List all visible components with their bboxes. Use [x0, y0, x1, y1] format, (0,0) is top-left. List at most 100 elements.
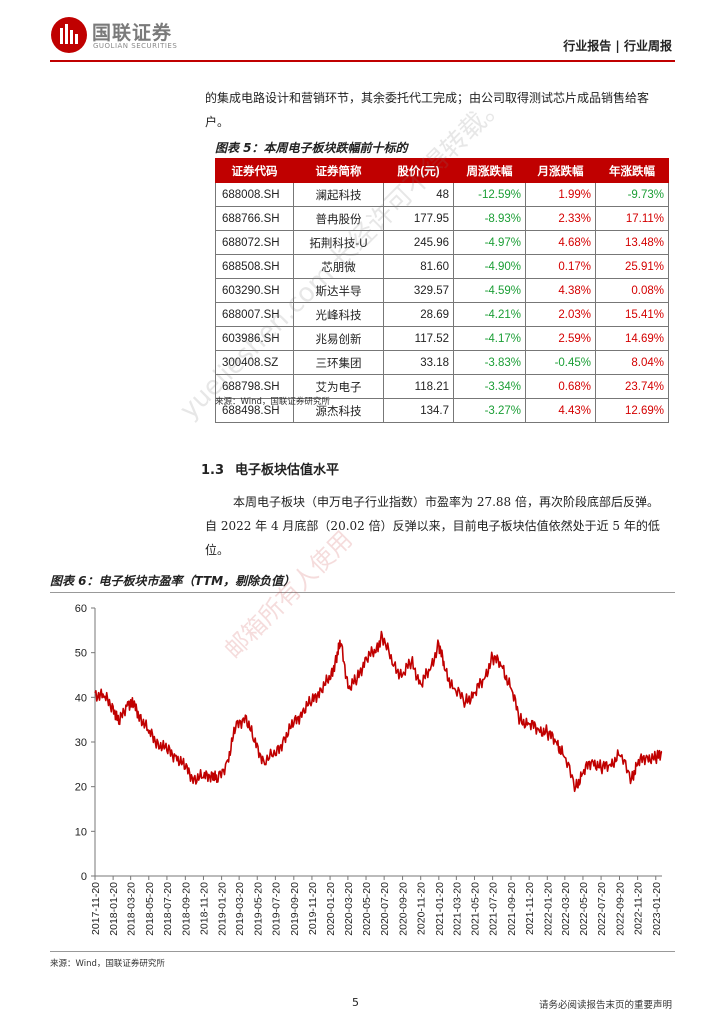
yearly-change-cell: 12.69% — [595, 398, 669, 423]
table-row: 300408.SZ 三环集团 33.18 -3.83% -0.45% 8.04% — [215, 350, 669, 375]
pe-ratio-chart: 0 10 20 30 40 50 60 2017-11-20 2018-01-20 2018-03… — [75, 603, 663, 936]
x-tick-label: 2019-03-20 — [234, 882, 246, 936]
chart-title: 图表 6：电子板块市盈率（TTM，剔除负值） — [50, 574, 296, 588]
pe-ratio-series-line — [94, 630, 663, 793]
column-header: 月涨跌幅 — [525, 158, 596, 183]
monthly-change-cell: 0.68% — [525, 374, 596, 399]
x-tick-label: 2018-05-20 — [144, 882, 156, 936]
price-cell: 117.52 — [383, 326, 454, 351]
weekly-change-cell: -3.27% — [453, 398, 526, 423]
x-tick-label: 2021-01-20 — [434, 882, 446, 936]
stock-name-cell: 普冉股份 — [293, 206, 384, 231]
table-row: 688766.SH 普冉股份 177.95 -8.93% 2.33% 17.11% — [215, 206, 669, 231]
x-tick-label: 2018-01-20 — [108, 882, 120, 936]
logo-mark-icon — [51, 17, 87, 53]
weekly-change-cell: -4.97% — [453, 230, 526, 255]
x-tick-label: 2019-01-20 — [217, 882, 229, 936]
column-header: 证券简称 — [293, 158, 384, 183]
table-title: 图表 5：本周电子板块跌幅前十标的 — [215, 141, 408, 155]
price-cell: 48 — [383, 182, 454, 207]
table-row: 603290.SH 斯达半导 329.57 -4.59% 4.38% 0.08% — [215, 278, 669, 303]
table-source-note: 来源：Wind，国联证券研究所 — [215, 397, 330, 407]
weekly-change-cell: -4.90% — [453, 254, 526, 279]
stock-name-cell: 拓荆科技-U — [293, 230, 384, 255]
price-cell: 118.21 — [383, 374, 454, 399]
page-number: 5 — [352, 996, 359, 1009]
x-tick-label: 2021-03-20 — [451, 882, 463, 936]
x-tick-label: 2022-01-20 — [542, 882, 554, 936]
intro-paragraph: 的集成电路设计和营销环节，其余委托代工完成；由公司取得测试芯片成品销售给客 户。 — [205, 86, 677, 134]
yearly-change-cell: 13.48% — [595, 230, 669, 255]
stock-code-cell: 603986.SH — [215, 326, 294, 351]
yearly-change-cell: 8.04% — [595, 350, 669, 375]
x-tick-label: 2023-01-20 — [651, 882, 663, 936]
table-header-row: 证券代码 证券简称 股价(元) 周涨跌幅 月涨跌幅 年涨跌幅 — [215, 158, 669, 183]
header-divider — [50, 60, 675, 62]
stock-code-cell: 300408.SZ — [215, 350, 294, 375]
monthly-change-cell: 2.33% — [525, 206, 596, 231]
x-tick-label: 2020-09-20 — [398, 882, 410, 936]
section-line-2: 自 2022 年 4 月底部（20.02 倍）反弹以来，目前电子板块估值依然处于… — [205, 519, 660, 533]
column-header: 周涨跌幅 — [453, 158, 526, 183]
monthly-change-cell: -0.45% — [525, 350, 596, 375]
price-cell: 329.57 — [383, 278, 454, 303]
chart-top-divider — [50, 592, 675, 593]
weekly-change-cell: -4.17% — [453, 326, 526, 351]
chart-source-note: 来源：Wind，国联证券研究所 — [50, 959, 165, 969]
weekly-change-cell: -4.59% — [453, 278, 526, 303]
weekly-change-cell: -3.34% — [453, 374, 526, 399]
y-tick-label: 0 — [81, 871, 87, 883]
price-cell: 177.95 — [383, 206, 454, 231]
price-cell: 245.96 — [383, 230, 454, 255]
x-tick-label: 2019-11-20 — [307, 882, 319, 935]
x-tick-label: 2021-05-20 — [469, 882, 481, 936]
stock-code-cell: 688072.SH — [215, 230, 294, 255]
stock-code-cell: 688008.SH — [215, 182, 294, 207]
x-tick-label: 2022-07-20 — [596, 882, 608, 936]
price-cell: 33.18 — [383, 350, 454, 375]
x-tick-label: 2020-03-20 — [343, 882, 355, 936]
footer-disclaimer: 请务必阅读报告末页的重要声明 — [538, 1000, 672, 1011]
monthly-change-cell: 2.03% — [525, 302, 596, 327]
stock-code-cell: 688798.SH — [215, 374, 294, 399]
section-heading: 1.3 电子板块估值水平 — [201, 459, 339, 478]
stock-name-cell: 艾为电子 — [293, 374, 384, 399]
x-tick-label: 2022-11-20 — [633, 882, 645, 935]
monthly-change-cell: 4.38% — [525, 278, 596, 303]
x-tick-label: 2018-09-20 — [180, 882, 192, 936]
yearly-change-cell: 15.41% — [595, 302, 669, 327]
x-tick-label: 2018-07-20 — [162, 882, 174, 936]
y-tick-label: 50 — [75, 648, 87, 660]
report-type-label: 行业报告 | 行业周报 — [563, 39, 672, 53]
monthly-change-cell: 4.43% — [525, 398, 596, 423]
table-row: 603986.SH 兆易创新 117.52 -4.17% 2.59% 14.69% — [215, 326, 669, 351]
chart-bottom-divider — [50, 951, 675, 952]
yearly-change-cell: 23.74% — [595, 374, 669, 399]
price-cell: 81.60 — [383, 254, 454, 279]
monthly-change-cell: 2.59% — [525, 326, 596, 351]
yearly-change-cell: 17.11% — [595, 206, 669, 231]
x-tick-label: 2018-11-20 — [198, 882, 210, 935]
weekly-change-cell: -4.21% — [453, 302, 526, 327]
table-row: 688007.SH 光峰科技 28.69 -4.21% 2.03% 15.41% — [215, 302, 669, 327]
stock-code-cell: 688007.SH — [215, 302, 294, 327]
x-tick-label: 2020-01-20 — [325, 882, 337, 936]
logo-chinese-name: 国联证券 — [92, 22, 173, 44]
weekly-change-cell: -12.59% — [453, 182, 526, 207]
stock-code-cell: 688498.SH — [215, 398, 294, 423]
monthly-change-cell: 4.68% — [525, 230, 596, 255]
table-row: 688008.SH 澜起科技 48 -12.59% 1.99% -9.73% — [215, 182, 669, 207]
intro-line-2: 户。 — [205, 115, 230, 129]
stock-name-cell: 源杰科技 — [293, 398, 384, 423]
monthly-change-cell: 1.99% — [525, 182, 596, 207]
y-tick-label: 40 — [75, 692, 87, 704]
column-header: 年涨跌幅 — [595, 158, 669, 183]
table-row: 688072.SH 拓荆科技-U 245.96 -4.97% 4.68% 13.48% — [215, 230, 669, 255]
x-tick-label: 2021-11-20 — [524, 882, 536, 935]
stock-code-cell: 688766.SH — [215, 206, 294, 231]
stock-name-cell: 兆易创新 — [293, 326, 384, 351]
section-number: 1.3 — [201, 463, 225, 478]
stock-name-cell: 斯达半导 — [293, 278, 384, 303]
x-tick-label: 2021-09-20 — [506, 882, 518, 936]
x-tick-label: 2017-11-20 — [90, 882, 102, 935]
